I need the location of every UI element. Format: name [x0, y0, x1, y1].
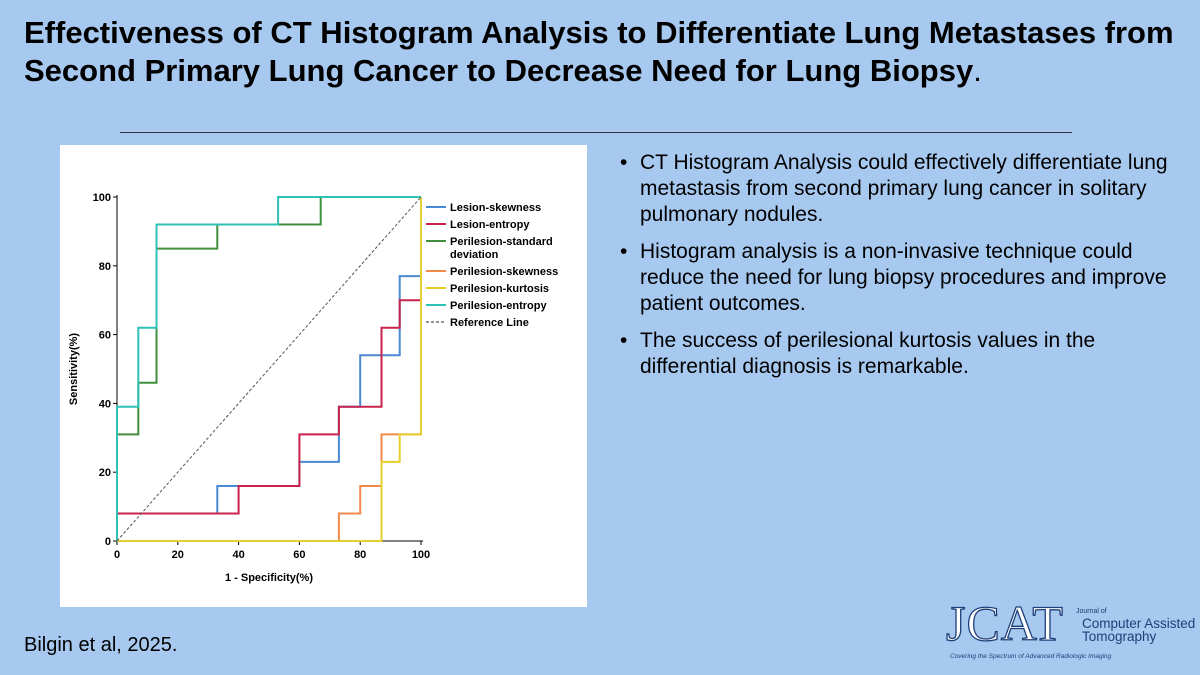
x-tick-label: 60	[293, 549, 305, 561]
logo-name-line2: Tomography	[1082, 629, 1157, 644]
roc-chart: 0 20 40 60 80 100 0 20 40 60 80 100 1 - Specificity(…	[68, 192, 558, 584]
y-axis-label: Sensitivity(%)	[68, 333, 80, 405]
series-line-perilesion-entropy	[116, 196, 421, 541]
y-tick-label: 40	[99, 398, 111, 410]
logo-name-line1: Computer Assisted	[1082, 616, 1196, 631]
legend-label: deviation	[450, 249, 499, 261]
slide-title: Effectiveness of CT Histogram Analysis t…	[24, 14, 1184, 90]
key-points-list: CT Histogram Analysis could effectively …	[620, 150, 1180, 391]
x-tick-label: 20	[172, 549, 184, 561]
title-text: Effectiveness of CT Histogram Analysis t…	[24, 15, 1174, 88]
legend-label: Perilesion-entropy	[450, 300, 547, 312]
y-tick-label: 80	[99, 261, 111, 273]
x-tick-label: 80	[354, 549, 366, 561]
legend-label: Lesion-entropy	[450, 219, 530, 231]
title-underline	[120, 132, 1072, 133]
series-line-perilesion-kurtosis	[117, 197, 422, 542]
y-tick-label: 20	[99, 467, 111, 479]
x-tick-label: 100	[412, 549, 430, 561]
legend-label: Lesion-skewness	[450, 202, 541, 214]
legend-label: Perilesion-skewness	[450, 266, 558, 278]
x-tick-label: 0	[114, 549, 120, 561]
x-tick-label: 40	[232, 549, 244, 561]
title-period: .	[973, 53, 982, 88]
roc-chart-panel: 0 20 40 60 80 100 0 20 40 60 80 100 1 - Specificity(…	[60, 145, 587, 607]
series-line-lesion-entropy	[116, 197, 422, 541]
y-tick-label: 60	[99, 330, 111, 342]
logo-journal-of: Journal of	[1076, 608, 1107, 615]
journal-logo: JCAT Journal of Computer Assisted Tomogr…	[945, 595, 1195, 668]
y-tick-label: 100	[93, 192, 111, 204]
legend-label: Perilesion-kurtosis	[450, 283, 549, 295]
key-point: CT Histogram Analysis could effectively …	[620, 150, 1180, 228]
key-point: The success of perilesional kurtosis val…	[620, 328, 1180, 380]
logo-acronym: JCAT	[945, 595, 1064, 651]
legend-label: Reference Line	[450, 317, 529, 329]
series-line-reference-line	[116, 196, 422, 542]
logo-tagline: Covering the Spectrum of Advanced Radiol…	[950, 653, 1112, 660]
x-axis-label: 1 - Specificity(%)	[225, 572, 313, 584]
y-tick-label: 0	[105, 536, 111, 548]
key-point: Histogram analysis is a non-invasive tec…	[620, 239, 1180, 317]
citation: Bilgin et al, 2025.	[24, 634, 178, 656]
legend-label: Perilesion-standard	[450, 236, 553, 248]
